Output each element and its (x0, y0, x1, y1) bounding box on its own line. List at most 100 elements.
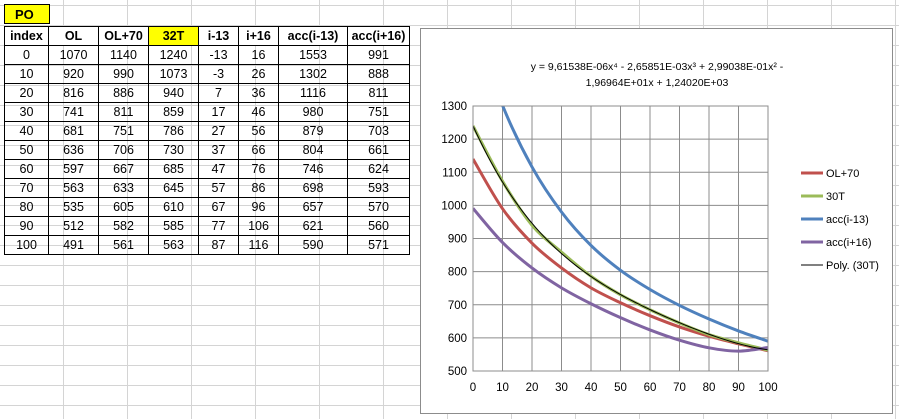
trendline-poly-30t[interactable] (473, 125, 768, 351)
table-cell[interactable]: 681 (48, 121, 99, 141)
po-label-cell[interactable]: PO (4, 4, 50, 24)
table-cell[interactable]: 920 (48, 64, 99, 84)
table-cell[interactable]: 116 (238, 235, 279, 255)
table-cell[interactable]: 685 (148, 159, 199, 179)
table-cell[interactable]: 571 (347, 235, 410, 255)
table-cell[interactable]: 585 (148, 216, 199, 236)
table-cell[interactable]: 730 (148, 140, 199, 160)
table-cell[interactable]: 50 (4, 140, 49, 160)
table-cell[interactable]: 1302 (278, 64, 348, 84)
table-cell[interactable]: 1070 (48, 45, 99, 65)
table-cell[interactable]: 703 (347, 121, 410, 141)
table-cell[interactable]: 667 (98, 159, 149, 179)
table-cell[interactable]: 37 (198, 140, 239, 160)
table-cell[interactable]: 563 (148, 235, 199, 255)
col-header-acc-i-13[interactable]: acc(i-13) (278, 26, 348, 46)
table-cell[interactable]: 86 (238, 178, 279, 198)
table-cell[interactable]: 1240 (148, 45, 199, 65)
table-cell[interactable]: 624 (347, 159, 410, 179)
table-cell[interactable]: 1116 (278, 83, 348, 103)
trendline-equation-line-2[interactable]: 1,96964E+01x + 1,24020E+03 (586, 77, 729, 89)
table-cell[interactable]: 816 (48, 83, 99, 103)
table-cell[interactable]: 751 (98, 121, 149, 141)
table-cell[interactable]: 26 (238, 64, 279, 84)
col-header-i-16[interactable]: i+16 (238, 26, 279, 46)
table-cell[interactable]: 610 (148, 197, 199, 217)
table-cell[interactable]: 1553 (278, 45, 348, 65)
table-cell[interactable]: 582 (98, 216, 149, 236)
table-cell[interactable]: 57 (198, 178, 239, 198)
table-cell[interactable]: 698 (278, 178, 348, 198)
table-cell[interactable]: 605 (98, 197, 149, 217)
table-cell[interactable]: 7 (198, 83, 239, 103)
table-cell[interactable]: 10 (4, 64, 49, 84)
table-cell[interactable]: 56 (238, 121, 279, 141)
table-cell[interactable]: 36 (238, 83, 279, 103)
table-cell[interactable]: 804 (278, 140, 348, 160)
table-cell[interactable]: 46 (238, 102, 279, 122)
table-cell[interactable]: 990 (98, 64, 149, 84)
table-cell[interactable]: 563 (48, 178, 99, 198)
table-cell[interactable]: 741 (48, 102, 99, 122)
table-cell[interactable]: 67 (198, 197, 239, 217)
table-cell[interactable]: 570 (347, 197, 410, 217)
table-cell[interactable]: 657 (278, 197, 348, 217)
table-cell[interactable]: 645 (148, 178, 199, 198)
legend-entry-label[interactable]: acc(i-13) (826, 214, 869, 226)
table-cell[interactable]: 0 (4, 45, 49, 65)
table-cell[interactable]: 751 (347, 102, 410, 122)
table-cell[interactable]: 491 (48, 235, 99, 255)
col-header-acc-i-16[interactable]: acc(i+16) (347, 26, 410, 46)
table-cell[interactable]: 66 (238, 140, 279, 160)
legend-entry-label[interactable]: OL+70 (826, 168, 859, 180)
table-cell[interactable]: 561 (98, 235, 149, 255)
table-cell[interactable]: 1073 (148, 64, 199, 84)
col-header-index[interactable]: index (4, 26, 49, 46)
col-header-i-13[interactable]: i-13 (198, 26, 239, 46)
table-cell[interactable]: 100 (4, 235, 49, 255)
table-cell[interactable]: 70 (4, 178, 49, 198)
legend-entry-label[interactable]: acc(i+16) (826, 237, 872, 249)
table-cell[interactable]: -13 (198, 45, 239, 65)
table-cell[interactable]: 991 (347, 45, 410, 65)
table-cell[interactable]: -3 (198, 64, 239, 84)
table-cell[interactable]: 77 (198, 216, 239, 236)
table-cell[interactable]: 621 (278, 216, 348, 236)
table-cell[interactable]: 40 (4, 121, 49, 141)
table-cell[interactable]: 706 (98, 140, 149, 160)
table-cell[interactable]: 859 (148, 102, 199, 122)
table-cell[interactable]: 512 (48, 216, 99, 236)
trendline-equation-line-1[interactable]: y = 9,61538E-06x⁴ - 2,65851E-03x³ + 2,99… (531, 61, 784, 73)
table-cell[interactable]: 60 (4, 159, 49, 179)
table-cell[interactable]: 879 (278, 121, 348, 141)
series-line-acc-i-16-[interactable] (473, 207, 768, 353)
table-cell[interactable]: 1140 (98, 45, 149, 65)
table-cell[interactable]: 746 (278, 159, 348, 179)
table-cell[interactable]: 17 (198, 102, 239, 122)
table-cell[interactable]: 535 (48, 197, 99, 217)
legend-entry-label[interactable]: Poly. (30T) (826, 260, 879, 272)
table-cell[interactable]: 636 (48, 140, 99, 160)
col-header-ol[interactable]: OL (48, 26, 99, 46)
table-cell[interactable]: 597 (48, 159, 99, 179)
table-cell[interactable]: 30 (4, 102, 49, 122)
table-cell[interactable]: 886 (98, 83, 149, 103)
table-cell[interactable]: 47 (198, 159, 239, 179)
table-cell[interactable]: 811 (347, 83, 410, 103)
chart-area[interactable]: 500 600 700 800 900 1000 1100 1200 1300 0 10 20 30 40… (420, 28, 893, 414)
table-cell[interactable]: 80 (4, 197, 49, 217)
table-cell[interactable]: 593 (347, 178, 410, 198)
table-cell[interactable]: 27 (198, 121, 239, 141)
table-cell[interactable]: 633 (98, 178, 149, 198)
series-line-acc-i-13-[interactable] (473, 29, 768, 343)
table-cell[interactable]: 980 (278, 102, 348, 122)
col-header-32t[interactable]: 32T (148, 26, 199, 46)
legend-entry-label[interactable]: 30T (826, 191, 845, 203)
table-cell[interactable]: 16 (238, 45, 279, 65)
table-cell[interactable]: 76 (238, 159, 279, 179)
table-cell[interactable]: 590 (278, 235, 348, 255)
table-cell[interactable]: 90 (4, 216, 49, 236)
table-cell[interactable]: 940 (148, 83, 199, 103)
col-header-ol-70[interactable]: OL+70 (98, 26, 149, 46)
table-cell[interactable]: 87 (198, 235, 239, 255)
